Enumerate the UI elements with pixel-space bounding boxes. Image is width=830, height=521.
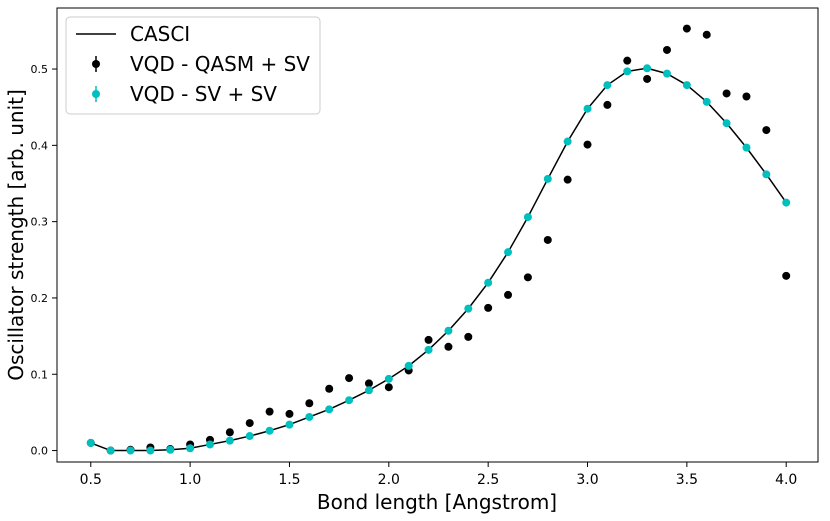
vqd-sv-sv-point — [205, 440, 214, 449]
x-tick-label: 4.0 — [775, 472, 797, 488]
vqd-qasm-sv-point — [384, 383, 393, 392]
vqd-sv-sv-point — [523, 213, 532, 222]
vqd-qasm-sv-point — [484, 303, 493, 312]
vqd-sv-sv-point — [722, 119, 731, 128]
vqd-sv-sv-point — [583, 104, 592, 113]
vqd-sv-sv-point — [106, 446, 115, 455]
vqd-qasm-sv-point — [504, 290, 513, 299]
vqd-qasm-sv-point — [682, 24, 691, 33]
legend-qasm-label: VQD - QASM + SV — [130, 52, 310, 76]
vqd-sv-sv-point — [345, 396, 354, 405]
x-tick-label: 2.5 — [477, 472, 499, 488]
vqd-sv-sv-point — [424, 345, 433, 354]
vqd-sv-sv-point — [563, 137, 572, 146]
y-tick-label: 0.1 — [31, 368, 49, 381]
vqd-qasm-sv-point — [623, 56, 632, 65]
y-tick-label: 0.5 — [31, 63, 49, 76]
legend-qasm-marker-swatch — [92, 60, 100, 68]
vqd-sv-sv-point — [245, 432, 254, 441]
vqd-sv-sv-point — [146, 446, 155, 455]
vqd-qasm-sv-point — [603, 100, 612, 109]
vqd-sv-sv-point — [762, 170, 771, 179]
vqd-sv-sv-point — [782, 198, 791, 207]
x-tick-label: 3.5 — [676, 472, 698, 488]
vqd-sv-sv-point — [662, 69, 671, 78]
vqd-qasm-sv-point — [305, 399, 314, 408]
vqd-qasm-sv-point — [225, 428, 234, 437]
vqd-qasm-sv-point — [424, 335, 433, 344]
vqd-qasm-sv-point — [643, 74, 652, 83]
y-tick-label: 0.3 — [31, 216, 49, 229]
vqd-sv-sv-point — [404, 361, 413, 370]
casci-series-line — [90, 67, 787, 452]
vqd-sv-sv-point — [166, 445, 175, 454]
vqd-sv-sv-point — [186, 444, 195, 453]
vqd-sv-sv-point — [305, 412, 314, 421]
vqd-sv-sv-point — [225, 436, 234, 445]
y-tick-label: 0.2 — [31, 292, 49, 305]
legend: CASCI VQD - QASM + SV VQD - SV + SV — [65, 16, 321, 115]
vqd-sv-sv-point — [126, 446, 135, 455]
vqd-qasm-sv-point — [543, 235, 552, 244]
x-tick-label: 1.0 — [179, 472, 201, 488]
vqd-qasm-sv-point — [563, 175, 572, 184]
x-tick-label: 1.5 — [278, 472, 300, 488]
vqd-sv-sv-point — [484, 278, 493, 287]
legend-casci-label: CASCI — [130, 22, 190, 46]
vqd-sv-sv-point — [285, 420, 294, 429]
vqd-sv-sv-point — [325, 405, 334, 414]
vqd-qasm-sv-point — [523, 273, 532, 282]
vqd-qasm-sv-point — [722, 89, 731, 98]
vqd-sv-sv-point — [384, 374, 393, 383]
vqd-sv-sv-point — [265, 426, 274, 435]
x-tick-label: 0.5 — [80, 472, 102, 488]
vqd-qasm-sv-point — [782, 271, 791, 280]
vqd-sv-sv-point — [504, 248, 513, 257]
marker-layer — [86, 24, 791, 455]
y-tick-label: 0.0 — [31, 445, 49, 458]
vqd-sv-sv-point — [444, 326, 453, 335]
vqd-qasm-sv-point — [702, 30, 711, 39]
vqd-qasm-sv-point — [464, 332, 473, 341]
vqd-sv-sv-point — [603, 81, 612, 90]
x-axis-label: Bond length [Angstrom] — [317, 490, 557, 514]
y-tick-label: 0.4 — [31, 139, 49, 152]
vqd-sv-sv-point — [682, 81, 691, 90]
vqd-sv-sv-point — [702, 97, 711, 106]
vqd-sv-sv-point — [86, 438, 95, 447]
vqd-qasm-sv-point — [325, 384, 334, 393]
vqd-sv-sv-point — [643, 64, 652, 73]
vqd-qasm-sv-point — [245, 419, 254, 428]
vqd-qasm-sv-point — [444, 342, 453, 351]
x-tick-label: 2.0 — [378, 472, 400, 488]
vqd-sv-sv-point — [464, 304, 473, 313]
vqd-qasm-sv-point — [583, 140, 592, 149]
legend-sv-marker-swatch — [92, 90, 100, 98]
vqd-qasm-sv-point — [364, 379, 373, 388]
plot-frame — [56, 7, 819, 463]
vqd-sv-sv-point — [623, 67, 632, 76]
vqd-qasm-sv-point — [762, 126, 771, 135]
vqd-qasm-sv-point — [265, 407, 274, 416]
legend-sv-label: VQD - SV + SV — [130, 82, 277, 106]
x-tick-label: 3.0 — [576, 472, 598, 488]
y-axis-label: Oscillator strength [arb. unit] — [4, 89, 28, 381]
vqd-sv-sv-point — [364, 386, 373, 395]
vqd-qasm-sv-point — [742, 92, 751, 101]
legend-box — [65, 16, 321, 115]
vqd-qasm-sv-point — [285, 409, 294, 418]
vqd-qasm-sv-point — [662, 45, 671, 54]
vqd-sv-sv-point — [543, 174, 552, 183]
tick-layer: 0.5 1.0 1.5 2.0 2.5 3.0 3.5 4.0 0.0 0.1 0.2 0.3 0.4 0… — [31, 63, 798, 488]
vqd-qasm-sv-point — [345, 374, 354, 383]
vqd-sv-sv-point — [742, 143, 751, 152]
casci-line-layer — [90, 67, 787, 452]
